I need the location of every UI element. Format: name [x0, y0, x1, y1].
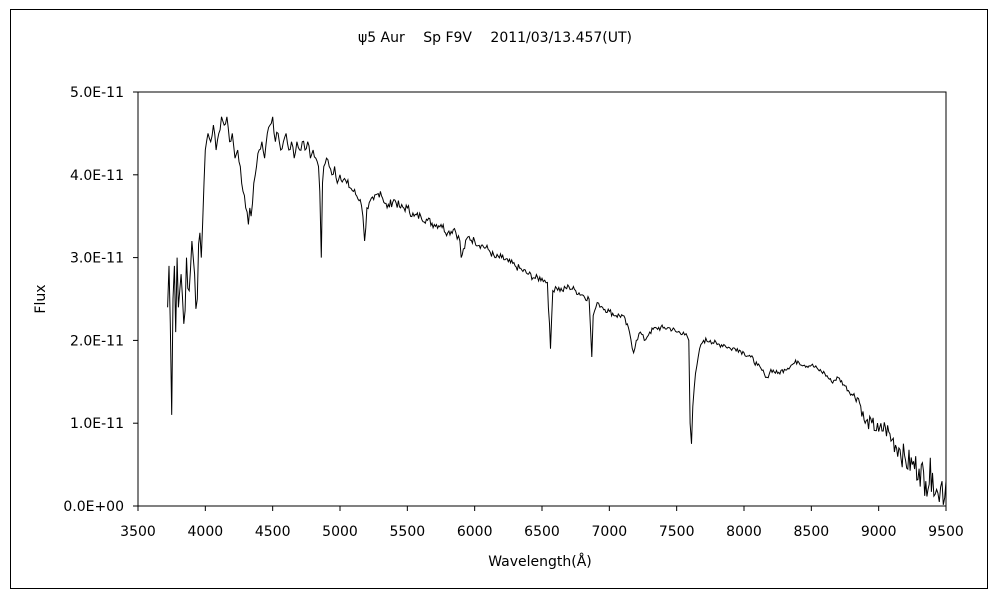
- x-tick-label: 5000: [322, 524, 358, 540]
- x-tick-label: 8000: [726, 524, 762, 540]
- x-tick-label: 9500: [928, 524, 964, 540]
- y-tick-label: 1.0E-11: [70, 416, 124, 432]
- x-tick-label: 7000: [592, 524, 628, 540]
- y-tick-label: 5.0E-11: [70, 85, 124, 101]
- y-tick-label: 0.0E+00: [63, 499, 124, 515]
- y-tick-label: 4.0E-11: [70, 168, 124, 184]
- y-axis: 0.0E+00 1.0E-11 2.0E-11 3.0E-11 4.0E-11 5.0E-…: [63, 85, 138, 515]
- x-axis-label: Wavelength(Å): [488, 553, 592, 570]
- y-tick-label: 3.0E-11: [70, 251, 124, 267]
- x-tick-label: 7500: [659, 524, 695, 540]
- x-axis: 3500 4000 4500 5000 5500 6000 6500 7000 7500 8000…: [120, 506, 964, 540]
- chart-frame: [10, 9, 988, 589]
- y-axis-label: Flux: [33, 284, 49, 313]
- x-tick-label: 4000: [188, 524, 224, 540]
- x-tick-label: 8500: [794, 524, 830, 540]
- x-tick-label: 4500: [255, 524, 291, 540]
- y-tick-label: 2.0E-11: [70, 333, 124, 349]
- x-tick-label: 3500: [120, 524, 156, 540]
- chart-title: ψ5 Aur Sp F9V 2011/03/13.457(UT): [358, 30, 632, 46]
- x-tick-label: 6500: [524, 524, 560, 540]
- x-tick-label: 9000: [861, 524, 897, 540]
- x-tick-label: 5500: [390, 524, 426, 540]
- series-line-flux: [167, 116, 947, 505]
- plot-area: [137, 91, 947, 507]
- x-tick-label: 6000: [457, 524, 493, 540]
